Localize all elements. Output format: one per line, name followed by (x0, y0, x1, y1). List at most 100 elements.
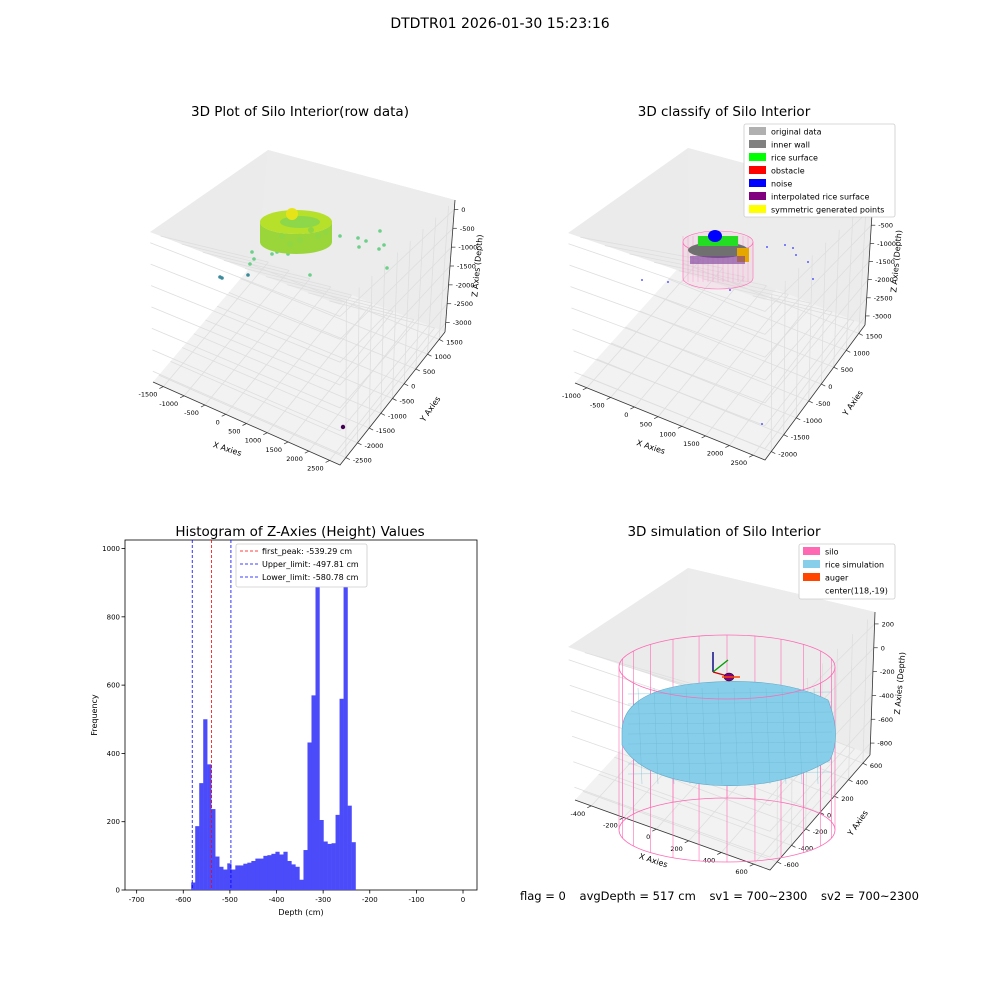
p1-point (356, 236, 360, 240)
p1-cluster-blob (279, 233, 285, 239)
p2-x-tick-label: -1000 (562, 392, 581, 400)
p1-grid-y (240, 278, 428, 355)
p2-y-tick (821, 383, 826, 387)
p4-x-tick (619, 817, 624, 820)
p4-y-tick (805, 828, 810, 832)
p4-rice-mesh (685, 687, 691, 785)
p1-z-tick-label: -1000 (458, 244, 477, 252)
p4-grid-y (614, 756, 806, 830)
p1-cluster-blob (315, 233, 321, 239)
p4-legend-label: silo (825, 548, 839, 557)
p1-grid-x (308, 292, 414, 321)
p3-bar (207, 764, 212, 890)
p1-cluster-hole (280, 216, 320, 228)
p3-bar (203, 719, 208, 890)
p3-y-tick-label: 200 (107, 818, 120, 826)
p1-y-tick (357, 442, 362, 446)
p2-noise-point (729, 289, 731, 291)
p1-x-tick (263, 432, 268, 436)
p1-point (340, 424, 346, 430)
p2-x-tick-label: 0 (624, 411, 628, 419)
p2-grid-x (705, 302, 811, 437)
p3-axes-frame (124, 539, 478, 891)
p2-legend-label: original data (771, 128, 822, 137)
p4-rice-mesh (797, 687, 803, 785)
p2-grid-y (653, 294, 834, 368)
p4-rice-mesh (627, 771, 833, 775)
p2-legend-box (743, 123, 896, 218)
p2-legend: original data inner wall rice surface obsta… (743, 123, 896, 218)
p1-y-tick (380, 412, 385, 416)
p1-grid-x (329, 300, 435, 329)
p4-y-tick (791, 845, 796, 848)
p2-legend-label: interpolated rice surface (771, 193, 869, 202)
p2-legend-label: symmetric generated points (771, 206, 884, 215)
p2-noise-point (792, 247, 794, 249)
p3-bar (299, 879, 304, 890)
p1-grid-z (150, 209, 455, 317)
p4-grid-z (573, 719, 872, 832)
p1-grid-y (193, 333, 381, 414)
p1-point (357, 245, 361, 249)
p3-bar (319, 820, 324, 890)
avg-depth-text: avgDepth = 517 cm (579, 889, 696, 903)
p2-x-tick-label: 2000 (707, 450, 724, 458)
p2-noise-point (766, 246, 768, 248)
p2-z-tick-label: -500 (878, 222, 893, 230)
p4-rice-surface (621, 681, 836, 786)
p3-legend-label: Upper_limit: -497.81 cm (262, 560, 359, 569)
p3-bar (283, 851, 288, 890)
p3-bar (215, 856, 220, 890)
p1-point (385, 266, 389, 270)
figure-title: DTDTR01 2026-01-30 15:23:16 (390, 16, 610, 32)
p2-legend-label: obstacle (771, 167, 805, 176)
p4-x-tick (684, 840, 689, 844)
p1-grid-z (150, 228, 454, 340)
p1-y-tick-label: 1000 (435, 353, 452, 361)
p1-grid-y (205, 319, 393, 399)
p2-axis-edge (574, 324, 866, 461)
p2-x-tick-label: -500 (590, 401, 605, 409)
p1-cluster-blob (287, 241, 293, 247)
p3-x-tick-label: -500 (222, 896, 238, 904)
p1-grid-z (151, 284, 449, 409)
p4-grid-y (598, 773, 792, 846)
p1-grid-y (252, 264, 440, 340)
p4-y-tick-label: 400 (856, 779, 868, 787)
p1-point (248, 262, 252, 266)
p3-bar (251, 860, 256, 890)
p2-y-tick (783, 434, 788, 438)
p4-z-tick-label: 200 (882, 620, 894, 628)
p2-noise-point (667, 281, 669, 283)
p2-noise-point (761, 423, 763, 425)
p4-rice-mesh (627, 711, 833, 715)
p4-rice-mesh (627, 741, 833, 745)
p2-y-tick (833, 366, 838, 370)
p2-noise-point (812, 278, 814, 280)
p2-grid-x (681, 294, 789, 427)
p1-point (308, 273, 312, 277)
p4-legend-swatch (803, 573, 820, 581)
p3-bar (327, 843, 332, 890)
p1-x-tick (242, 423, 247, 426)
p3-bar (243, 863, 248, 890)
p4-arrow-y (712, 659, 729, 673)
p4-legend: silo rice simulation auger center(118,-19) (798, 543, 896, 600)
p4-legend-label: center(118,-19) (825, 587, 888, 596)
p1-z-tick-label: -1500 (457, 263, 476, 271)
p3-bar (199, 783, 204, 890)
p4-grid-z (574, 742, 871, 858)
p1-y-tick-label: 1500 (446, 338, 463, 346)
p4-y-label: Y Axies (845, 809, 870, 839)
p1-grid-z (151, 265, 451, 386)
p2-grid-x (678, 270, 789, 295)
p3-bar (255, 858, 260, 890)
p1-grid-z (152, 322, 447, 455)
p4-rice-mesh (717, 687, 723, 785)
p4-z-tick-label: -600 (878, 716, 893, 724)
p2-x-tick-label: 1500 (683, 440, 700, 448)
p1-z-tick-label: -3000 (453, 319, 472, 327)
p3-x-tick-label: 0 (461, 896, 465, 904)
p2-grid-x (586, 259, 702, 389)
p3-bar (323, 841, 328, 890)
